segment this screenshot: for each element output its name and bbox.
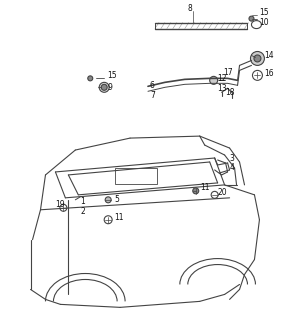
Circle shape — [251, 52, 264, 65]
Circle shape — [105, 197, 111, 203]
Text: 2: 2 — [80, 207, 85, 216]
Text: 16: 16 — [264, 69, 274, 78]
Circle shape — [254, 55, 261, 62]
Text: 13: 13 — [218, 84, 227, 93]
Text: 8: 8 — [188, 4, 193, 13]
Text: 12: 12 — [218, 74, 227, 83]
Circle shape — [99, 82, 109, 92]
Text: 11: 11 — [114, 213, 124, 222]
Text: 1: 1 — [80, 197, 85, 206]
Text: 7: 7 — [150, 91, 155, 100]
Text: 4: 4 — [230, 164, 234, 172]
Circle shape — [193, 188, 199, 194]
Circle shape — [88, 76, 93, 81]
Text: 15: 15 — [107, 71, 117, 80]
Text: 14: 14 — [264, 51, 274, 60]
Text: 18: 18 — [226, 88, 235, 97]
Text: 11: 11 — [200, 183, 209, 192]
Circle shape — [210, 76, 218, 84]
Text: 20: 20 — [218, 188, 227, 197]
Bar — [115, 168, 157, 184]
Text: 19: 19 — [55, 200, 65, 209]
Text: 17: 17 — [224, 68, 233, 77]
Text: 15: 15 — [259, 8, 269, 17]
Circle shape — [101, 84, 107, 90]
Text: 9: 9 — [107, 83, 112, 92]
Text: 5: 5 — [114, 195, 119, 204]
Text: 3: 3 — [230, 154, 234, 163]
Text: 10: 10 — [259, 18, 269, 27]
Circle shape — [249, 16, 254, 21]
Text: 6: 6 — [150, 81, 155, 90]
